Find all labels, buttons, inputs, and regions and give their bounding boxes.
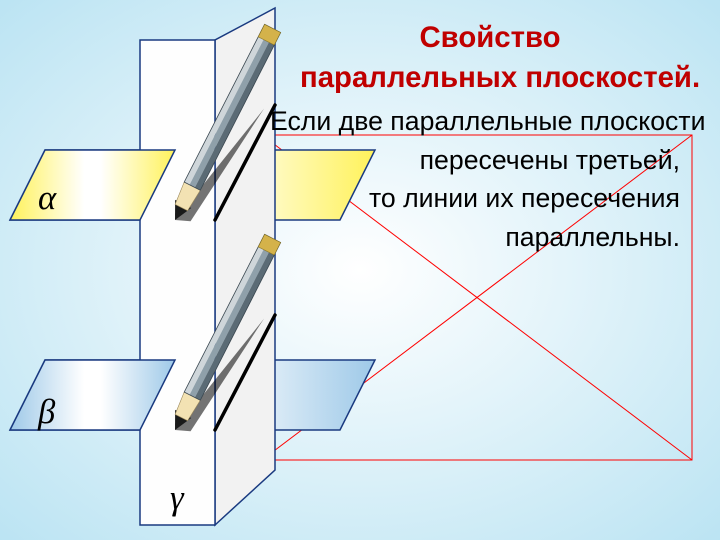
slide-title: Свойство параллельных плоскостей.: [300, 18, 680, 97]
plane-gamma-front: [140, 40, 215, 525]
label-alpha: α: [38, 179, 56, 218]
slide-body-text: Если две параллельные плоскости пересече…: [270, 102, 680, 257]
label-beta: β: [38, 393, 55, 432]
label-gamma: γ: [170, 479, 184, 518]
slide-stage: Свойство параллельных плоскостей. Если д…: [0, 0, 720, 540]
